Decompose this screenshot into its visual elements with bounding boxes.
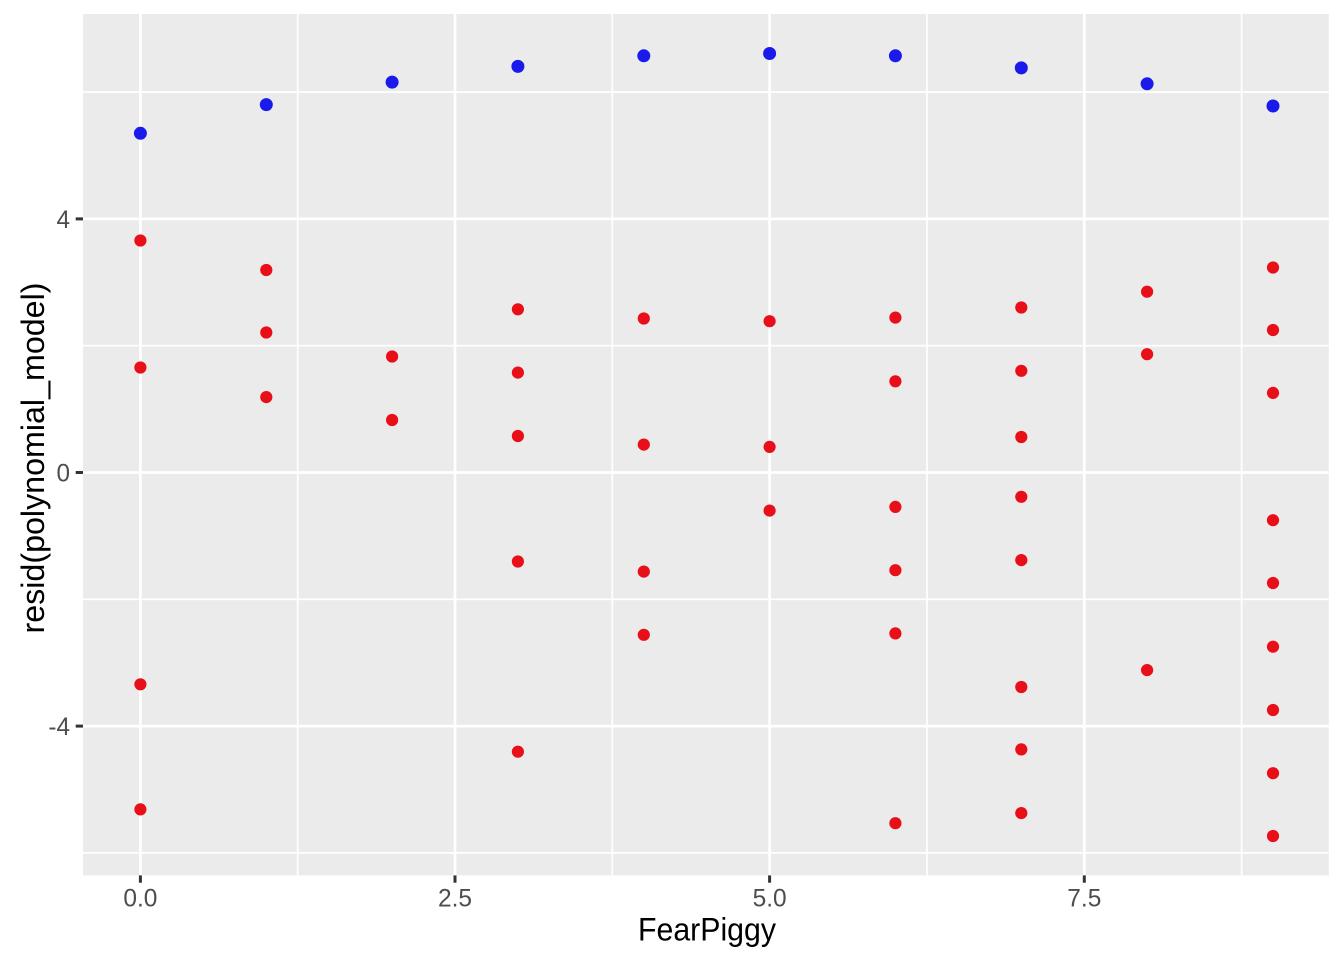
svg-text:4: 4 [57,206,71,234]
svg-text:0: 0 [57,460,71,488]
svg-text:-4: -4 [48,713,70,741]
svg-text:2.5: 2.5 [438,885,472,913]
svg-text:0.0: 0.0 [123,885,157,913]
svg-text:FearPiggy: FearPiggy [638,912,777,948]
svg-text:7.5: 7.5 [1067,885,1101,913]
svg-text:resid(polynomial_model): resid(polynomial_model) [15,283,51,634]
svg-text:5.0: 5.0 [753,885,787,913]
